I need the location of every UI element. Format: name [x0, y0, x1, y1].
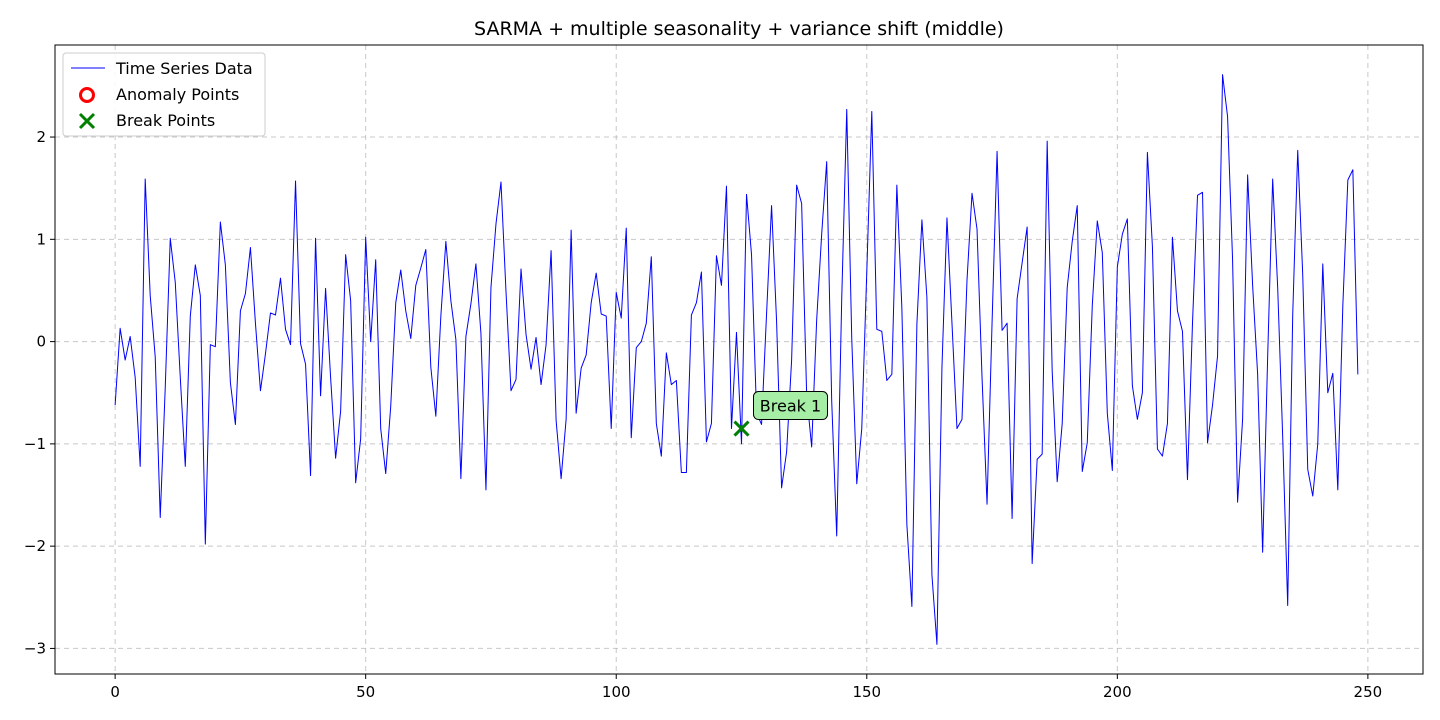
- y-tick-label: −2: [24, 537, 46, 555]
- x-tick-label: 250: [1354, 683, 1383, 701]
- y-tick-label: 0: [36, 333, 46, 351]
- legend-label-break: Break Points: [116, 111, 215, 130]
- break-points-layer: Break 1: [733, 391, 829, 437]
- chart-title: SARMA + multiple seasonality + variance …: [474, 18, 1004, 40]
- break-point-marker: [733, 420, 750, 437]
- series-layer: [114, 74, 1359, 645]
- y-tick-label: 2: [36, 128, 46, 146]
- x-tick-label: 200: [1103, 683, 1132, 701]
- x-tick-label: 50: [356, 683, 375, 701]
- legend-box: [62, 52, 266, 137]
- break-annotation-label: Break 1: [760, 397, 821, 416]
- legend-swatch-anomaly: [79, 87, 95, 103]
- y-tick-label: 1: [36, 230, 46, 248]
- y-tick-label: −3: [24, 639, 46, 657]
- legend-swatch-break: [78, 112, 96, 130]
- axis-ticks: 0 50 100 150 200 250 −3 −2 −1 0 1 2: [24, 128, 1382, 701]
- x-tick-label: 0: [110, 683, 120, 701]
- y-tick-label: −1: [24, 435, 46, 453]
- legend-label-series: Time Series Data: [115, 59, 253, 78]
- break-annotation-box: [753, 391, 829, 421]
- legend-label-anomaly: Anomaly Points: [116, 85, 239, 104]
- legend: Time Series Data Anomaly Points Break Po…: [62, 52, 266, 137]
- plot-frame: [54, 44, 1424, 675]
- grid-lines: [55, 45, 1423, 674]
- x-tick-label: 100: [602, 683, 631, 701]
- x-tick-label: 150: [852, 683, 881, 701]
- series-line: [114, 74, 1359, 645]
